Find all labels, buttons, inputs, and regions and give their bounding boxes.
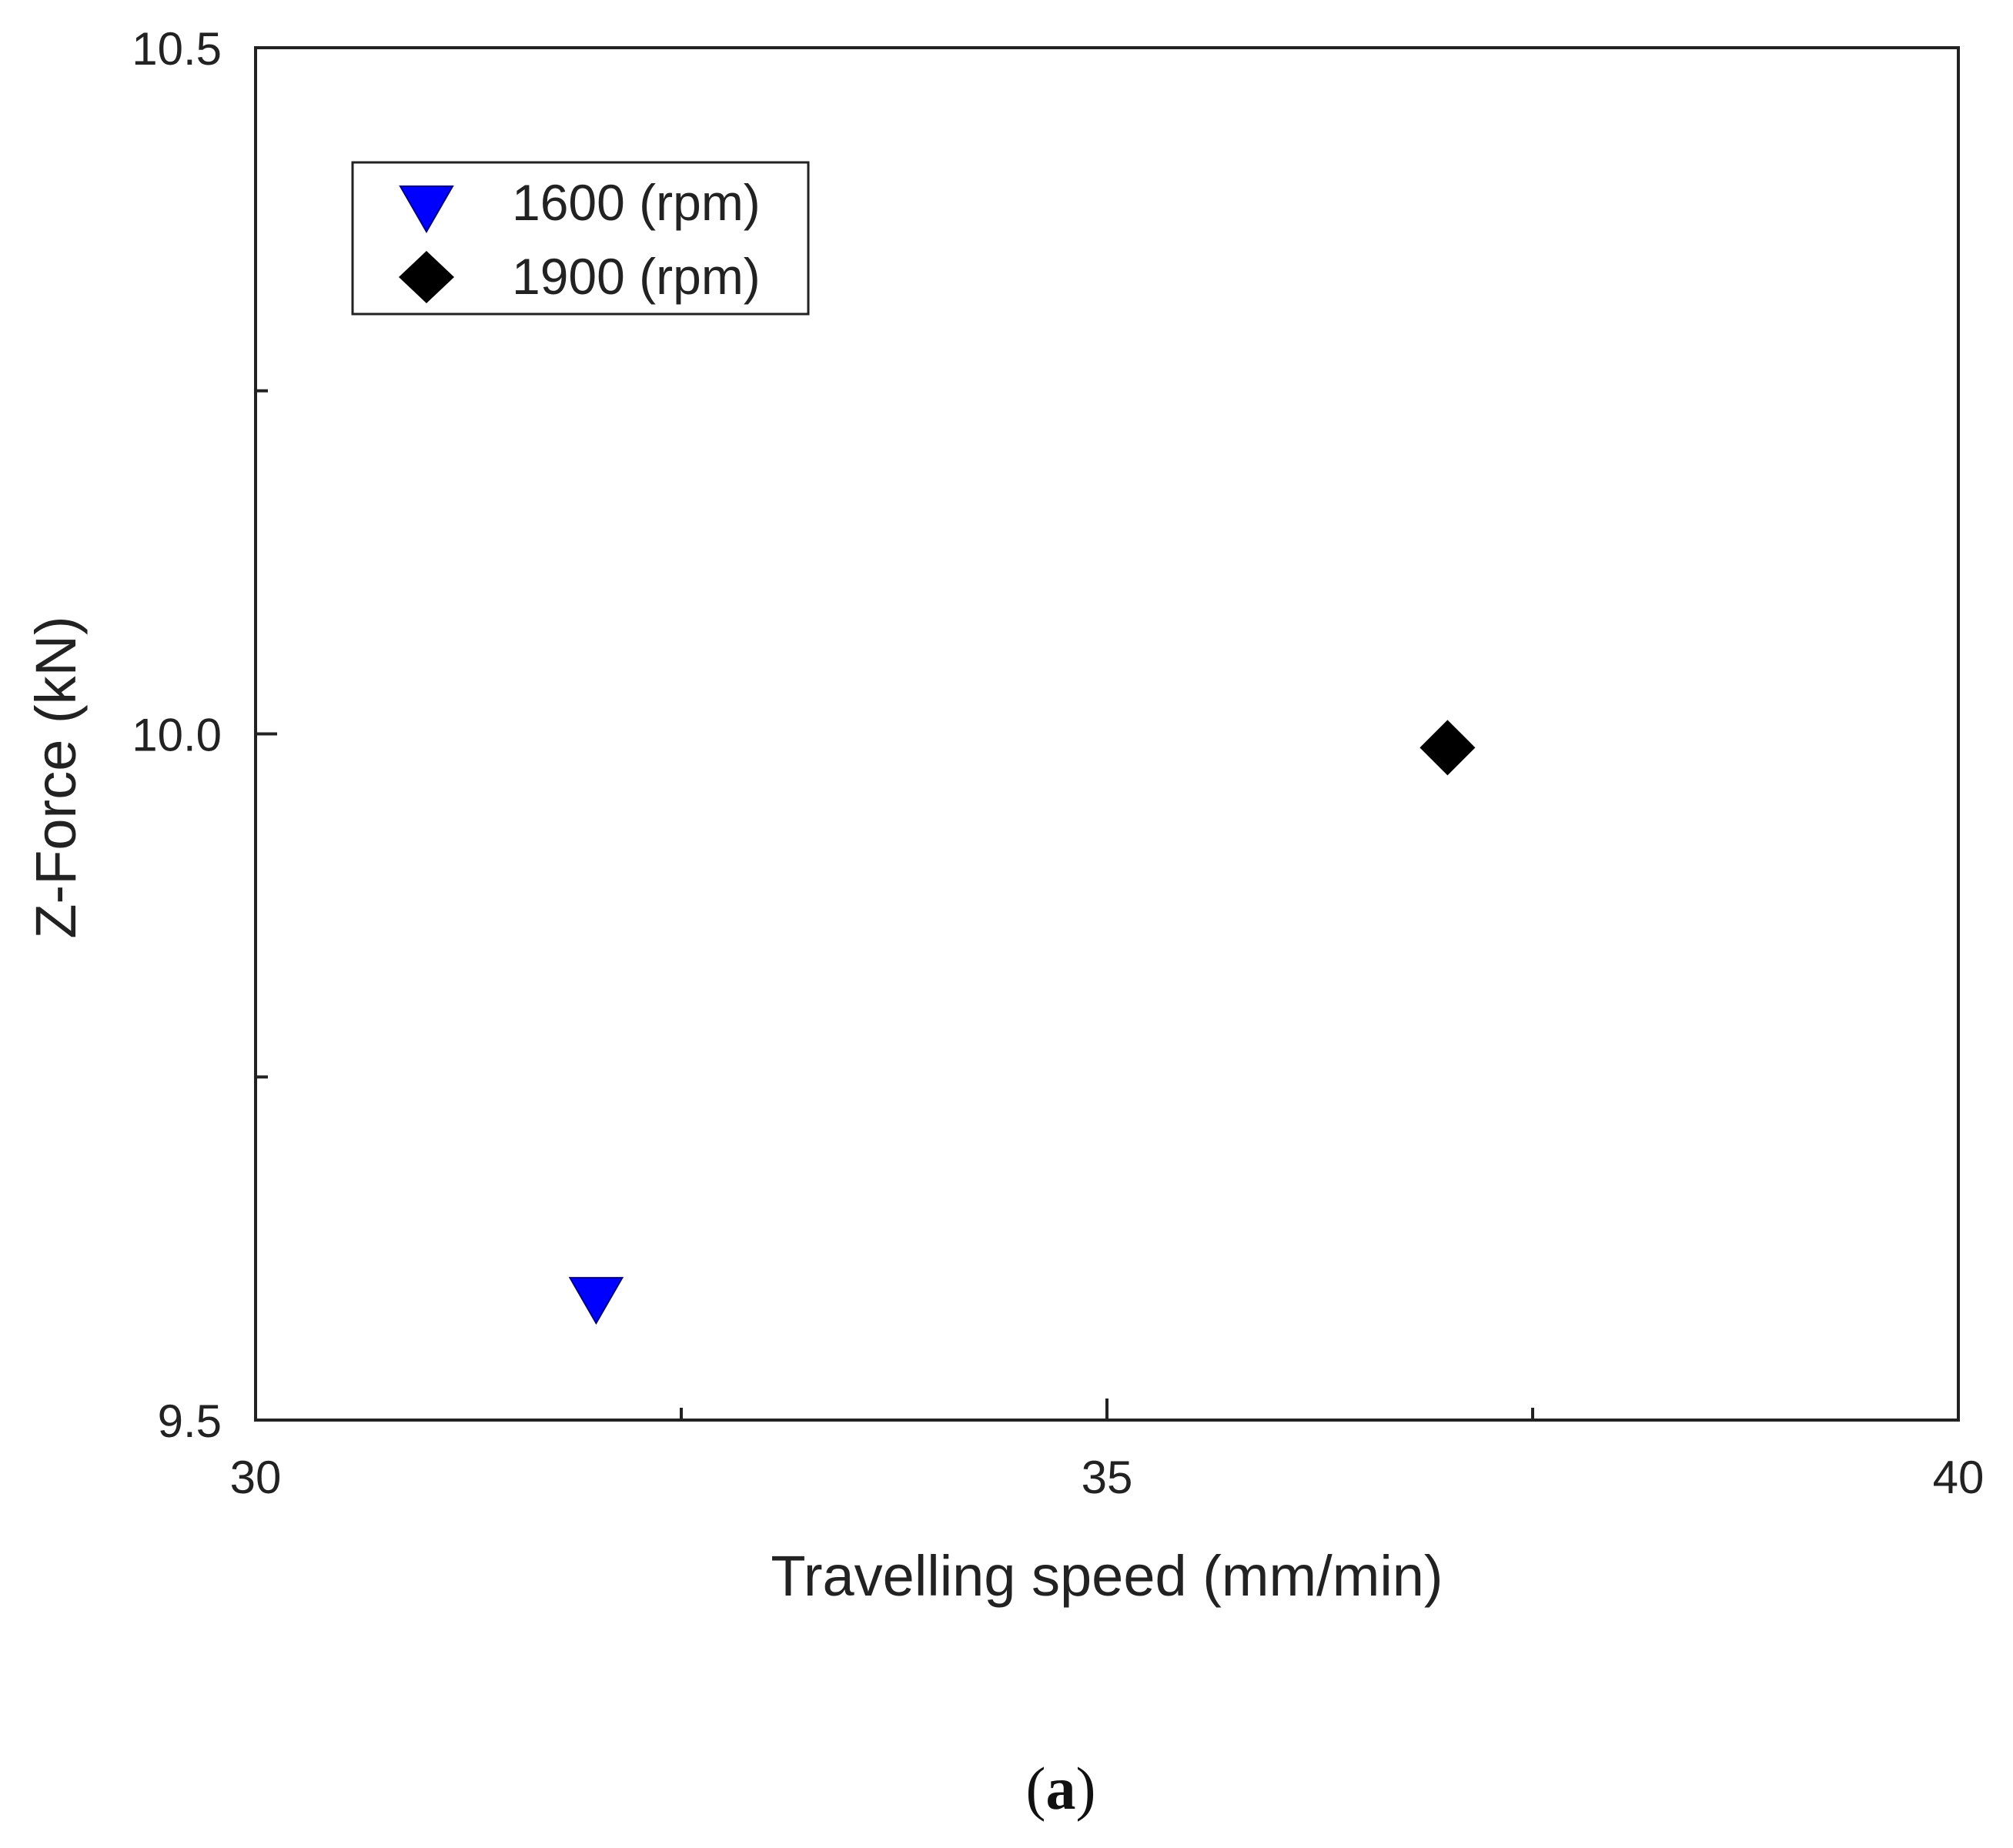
x-tick-label: 35 [1082, 1452, 1133, 1503]
axis-ticks: 30 35 40 9.5 10.0 10.5 [132, 23, 1984, 1503]
caption-open-paren: ( [1026, 1755, 1046, 1822]
legend-marker-1600 [399, 185, 454, 234]
data-marks [568, 720, 1476, 1325]
legend: 1600 (rpm) 1900 (rpm) [351, 161, 810, 316]
legend-label-1600: 1600 (rpm) [512, 174, 761, 231]
y-axis-title: Z-Force (kN) [24, 616, 88, 938]
y-tick-label: 10.5 [132, 23, 222, 75]
data-point-1600 [568, 1277, 624, 1325]
legend-marker-1900 [399, 251, 454, 303]
data-point-1900 [1419, 720, 1476, 776]
legend-label-1900: 1900 (rpm) [512, 248, 761, 305]
caption-close-paren: ) [1076, 1755, 1096, 1822]
figure-caption: (a) [1026, 1755, 1096, 1822]
y-tick-label: 10.0 [132, 710, 222, 761]
x-axis-title: Travelling speed (mm/min) [771, 1544, 1443, 1608]
y-tick-label: 9.5 [158, 1395, 222, 1447]
x-tick-label: 40 [1933, 1452, 1985, 1503]
caption-letter: a [1046, 1755, 1076, 1822]
x-tick-label: 30 [230, 1452, 282, 1503]
